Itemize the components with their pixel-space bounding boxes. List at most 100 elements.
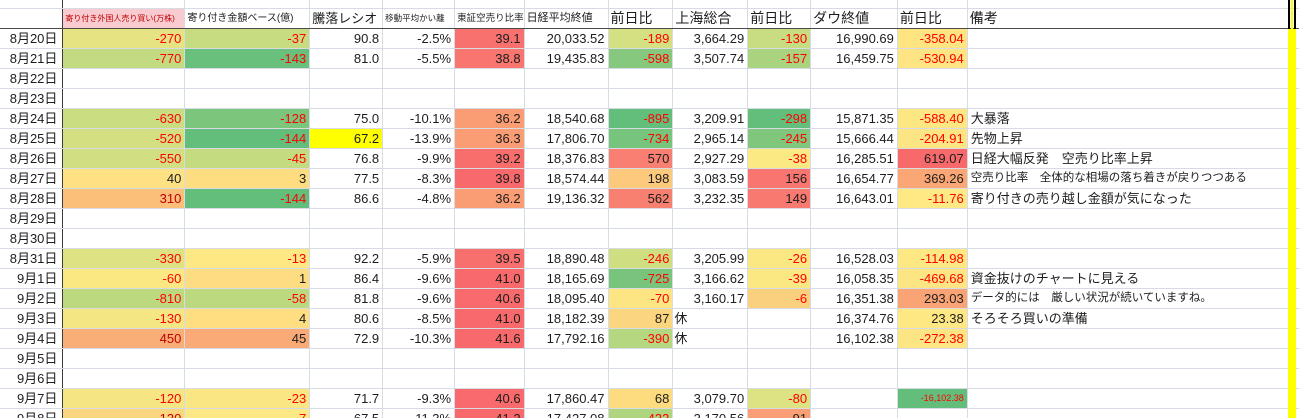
cell-ma[interactable]: -8.5% [382,308,456,329]
row-header-date[interactable]: 8月29日 [0,208,64,229]
cell-dchg[interactable]: -530.94 [897,48,968,69]
cell-schg[interactable] [747,328,812,349]
column-header-nikkei[interactable]: 日経平均終値 [524,8,609,29]
cell-b[interactable]: 310 [62,188,186,209]
cell-schg[interactable] [747,68,812,89]
cell-short[interactable]: 41.6 [454,328,525,349]
cell-b[interactable] [62,228,186,249]
cell-dow[interactable]: 16,285.51 [810,148,898,169]
cell-c[interactable]: 4 [184,308,311,329]
cell-remark[interactable] [967,28,1299,49]
cell-ratio[interactable]: 81.0 [309,48,384,69]
cell-dchg[interactable] [897,68,968,89]
cell-dchg[interactable] [897,88,968,109]
cell-dchg[interactable]: 293.03 [897,288,968,309]
row-header-date[interactable]: 8月22日 [0,68,64,89]
row-header-date[interactable]: 8月27日 [0,168,64,189]
cell-nchg[interactable] [608,208,674,229]
cell-ma[interactable]: -9.6% [382,268,456,289]
column-header-nchg[interactable]: 前日比 [608,8,674,29]
cell-sh[interactable] [672,0,749,9]
cell-short[interactable]: 36.3 [454,128,525,149]
cell-nikkei[interactable]: 17,792.16 [524,328,609,349]
cell-schg[interactable]: 91 [747,408,812,418]
cell-c[interactable]: -128 [184,108,311,129]
cell-dchg[interactable] [897,228,968,249]
cell-c[interactable] [184,368,311,389]
cell-sh[interactable]: 休 [672,328,749,349]
cell-dow[interactable]: 16,102.38 [810,328,898,349]
cell-nikkei[interactable]: 18,376.83 [524,148,609,169]
cell-ma[interactable]: -5.5% [382,48,456,69]
cell-dchg[interactable]: -204.91 [897,128,968,149]
cell-ma[interactable] [382,88,456,109]
row-header-date[interactable]: 9月2日 [0,288,64,309]
cell-schg[interactable]: -26 [747,248,812,269]
cell-date[interactable] [0,0,64,9]
cell-ratio[interactable] [309,228,384,249]
cell-dow[interactable] [810,348,898,369]
cell-ma[interactable] [382,368,456,389]
cell-sh[interactable] [672,88,749,109]
cell-dow[interactable]: 16,374.76 [810,308,898,329]
cell-schg[interactable] [747,368,812,389]
cell-dchg[interactable]: 23.38 [897,308,968,329]
cell-c[interactable]: 1 [184,268,311,289]
cell-nchg[interactable]: -246 [608,248,674,269]
cell-nchg[interactable] [608,348,674,369]
cell-ratio[interactable]: 76.8 [309,148,384,169]
cell-dchg[interactable] [897,348,968,369]
cell-sh[interactable]: 3,205.99 [672,248,749,269]
cell-dchg[interactable]: -358.04 [897,28,968,49]
cell-ma[interactable]: -10.3% [382,328,456,349]
cell-c[interactable] [184,348,311,369]
cell-short[interactable]: 39.1 [454,28,525,49]
cell-nikkei[interactable]: 17,806.70 [524,128,609,149]
cell-schg[interactable] [747,228,812,249]
cell-sh[interactable]: 3,232.35 [672,188,749,209]
cell-nikkei[interactable]: 19,136.32 [524,188,609,209]
row-header-date[interactable]: 9月8日 [0,408,64,418]
cell-ma[interactable] [382,68,456,89]
cell-ratio[interactable] [309,368,384,389]
cell-dow[interactable]: 16,351.38 [810,288,898,309]
cell-nchg[interactable] [608,0,674,9]
cell-remark[interactable] [967,408,1299,418]
cell-nchg[interactable] [608,228,674,249]
cell-b[interactable]: 450 [62,328,186,349]
cell-remark[interactable]: そろそろ買いの準備 [967,308,1299,329]
cell-short[interactable]: 36.2 [454,188,525,209]
cell-dchg[interactable]: -469.68 [897,268,968,289]
cell-nchg[interactable] [608,68,674,89]
cell-schg[interactable]: 156 [747,168,812,189]
cell-c[interactable] [184,88,311,109]
cell-dow[interactable]: 15,871.35 [810,108,898,129]
cell-nchg[interactable]: -725 [608,268,674,289]
cell-dow[interactable]: 15,666.44 [810,128,898,149]
cell-ratio[interactable]: 90.8 [309,28,384,49]
cell-dchg[interactable]: 369.26 [897,168,968,189]
cell-c[interactable]: -13 [184,248,311,269]
cell-short[interactable]: 39.5 [454,248,525,269]
column-header-dow[interactable]: ダウ終値 [810,8,898,29]
cell-nchg[interactable]: -390 [608,328,674,349]
cell-nchg[interactable]: 198 [608,168,674,189]
cell-nikkei[interactable]: 18,540.68 [524,108,609,129]
cell-nchg[interactable]: 570 [608,148,674,169]
cell-b[interactable]: -130 [62,308,186,329]
cell-sh[interactable]: 3,170.56 [672,408,749,418]
cell-remark[interactable]: 日経大幅反発 空売り比率上昇 [967,148,1299,169]
cell-b[interactable]: -630 [62,108,186,129]
cell-dchg[interactable]: -272.38 [897,328,968,349]
cell-dow[interactable]: 16,654.77 [810,168,898,189]
cell-nchg[interactable]: -70 [608,288,674,309]
cell-schg[interactable]: -39 [747,268,812,289]
cell-nikkei[interactable] [524,368,609,389]
cell-short[interactable] [454,88,525,109]
cell-b[interactable]: 40 [62,168,186,189]
cell-ma[interactable]: -9.9% [382,148,456,169]
cell-nikkei[interactable] [524,208,609,229]
cell-remark[interactable] [967,228,1299,249]
row-header-date[interactable]: 9月5日 [0,348,64,369]
cell-nchg[interactable]: -189 [608,28,674,49]
